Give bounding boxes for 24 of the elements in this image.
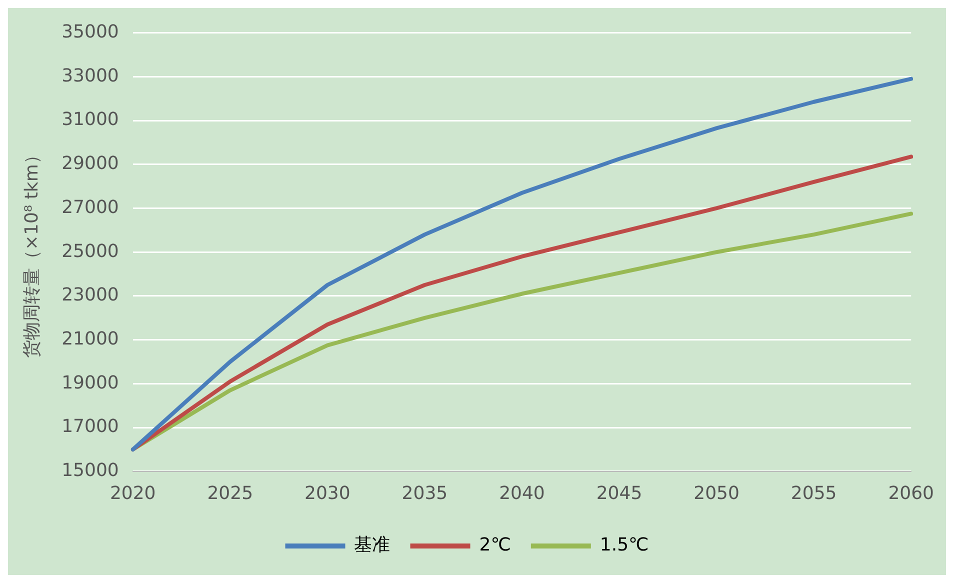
x-tick-label: 2020	[110, 482, 156, 504]
legend-label: 1.5℃	[600, 534, 649, 556]
x-tick-label: 2025	[207, 482, 254, 504]
y-tick-label: 25000	[62, 240, 119, 262]
x-tick-label: 2055	[790, 482, 837, 504]
x-tick-label: 2050	[694, 482, 740, 504]
x-tick-label: 2030	[304, 482, 350, 504]
x-tick-label: 2045	[596, 482, 642, 504]
y-tick-label: 29000	[62, 153, 119, 174]
y-tick-label: 33000	[62, 65, 119, 86]
x-tick-label: 2035	[402, 482, 448, 504]
x-tick-label: 2040	[499, 482, 545, 504]
y-tick-label: 23000	[62, 284, 119, 306]
legend-label: 基准	[354, 534, 390, 556]
x-tick-label: 2060	[888, 482, 934, 504]
y-tick-label: 17000	[62, 416, 119, 438]
y-axis-title: 货物周转量（×10⁸ tkm）	[21, 146, 42, 358]
y-tick-label: 31000	[62, 109, 119, 130]
y-tick-label: 19000	[62, 372, 119, 394]
legend-label: 2℃	[479, 534, 511, 556]
y-tick-label: 15000	[62, 460, 119, 482]
y-tick-label: 21000	[62, 328, 119, 350]
y-tick-label: 27000	[62, 196, 119, 218]
y-tick-label: 35000	[62, 21, 119, 42]
